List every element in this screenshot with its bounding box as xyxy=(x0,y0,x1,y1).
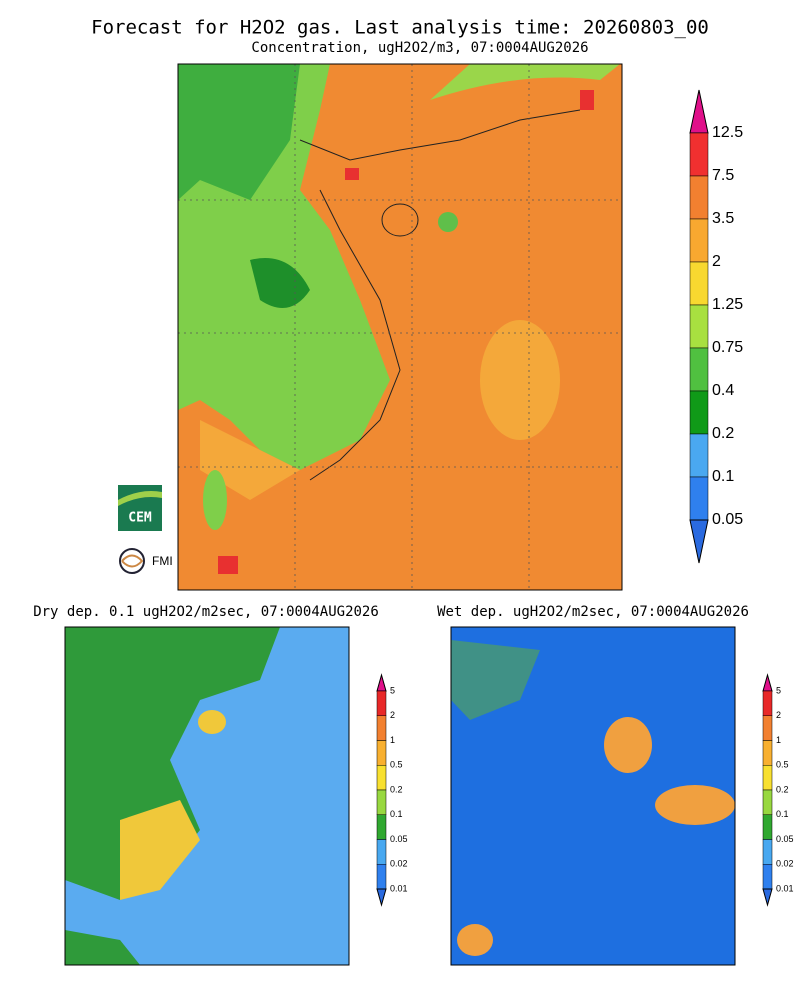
subtitle: Concentration, ugH2O2/m3, 07:0004AUG2026 xyxy=(251,40,588,56)
colorbar-segment xyxy=(689,261,709,306)
colorbar-segment xyxy=(376,839,387,865)
colorbar-label: 0.1 xyxy=(390,809,403,819)
colorbar-tip xyxy=(689,89,709,134)
colorbar-label: 0.01 xyxy=(390,883,408,893)
wet-map xyxy=(450,626,736,966)
colorbar-label: 5 xyxy=(776,685,781,695)
colorbar-segment xyxy=(689,218,709,263)
colorbar-label: 0.1 xyxy=(712,468,734,485)
colorbar-label: 0.1 xyxy=(776,809,789,819)
colorbar-segment xyxy=(689,390,709,435)
colorbar-segment xyxy=(762,789,773,815)
colorbar-segment xyxy=(376,690,387,716)
colorbar-label: 0.2 xyxy=(776,784,789,794)
colorbar-label: 0.05 xyxy=(390,834,408,844)
colorbar-segment xyxy=(762,765,773,791)
colorbar-tip xyxy=(376,673,387,692)
colorbar-segment xyxy=(762,814,773,840)
dry-title: Dry dep. 0.1 ugH2O2/m2sec, 07:0004AUG202… xyxy=(33,604,379,620)
colorbar-segment xyxy=(762,864,773,890)
colorbar-label: 0.4 xyxy=(712,382,734,399)
cem-logo: CEM xyxy=(118,485,162,531)
colorbar-label: 1 xyxy=(776,735,781,745)
colorbar-segment xyxy=(762,715,773,741)
colorbar-segment xyxy=(689,433,709,478)
colorbar-segment xyxy=(376,864,387,890)
colorbar-segment xyxy=(762,740,773,766)
colorbar-tip xyxy=(376,888,387,907)
colorbar-label: 2 xyxy=(390,710,395,720)
colorbar-label: 0.01 xyxy=(776,883,794,893)
colorbar-tip xyxy=(762,888,773,907)
colorbar-label: 5 xyxy=(390,685,395,695)
colorbar-segment xyxy=(376,789,387,815)
colorbar-label: 3.5 xyxy=(712,210,734,227)
colorbar-label: 0.02 xyxy=(776,859,794,869)
colorbar-label: 0.02 xyxy=(390,859,408,869)
colorbar-label: 1.25 xyxy=(712,296,743,313)
fmi-logo: FMI xyxy=(119,548,173,574)
colorbar-label: 0.5 xyxy=(390,760,403,770)
colorbar-label: 7.5 xyxy=(712,167,734,184)
main-map xyxy=(177,63,623,591)
title: Forecast for H2O2 gas. Last analysis tim… xyxy=(91,17,709,39)
colorbar-segment xyxy=(689,304,709,349)
colorbar-segment xyxy=(762,839,773,865)
colorbar-tip xyxy=(689,519,709,564)
colorbar-segment xyxy=(689,175,709,220)
colorbar-segment xyxy=(689,132,709,177)
cem-text: CEM xyxy=(128,511,152,526)
colorbar-segment xyxy=(689,347,709,392)
colorbar-segment xyxy=(689,476,709,521)
colorbar-label: 12.5 xyxy=(712,124,743,141)
colorbar-label: 0.05 xyxy=(776,834,794,844)
colorbar-tip xyxy=(762,673,773,692)
colorbar-segment xyxy=(376,715,387,741)
fmi-text: FMI xyxy=(152,554,173,568)
colorbar-label: 2 xyxy=(776,710,781,720)
colorbar-segment xyxy=(376,814,387,840)
dry-map xyxy=(64,626,350,966)
colorbar-label: 2 xyxy=(712,253,721,270)
colorbar-segment xyxy=(762,690,773,716)
wet-title: Wet dep. ugH2O2/m2sec, 07:0004AUG2026 xyxy=(437,604,749,620)
colorbar-label: 0.5 xyxy=(776,760,789,770)
colorbar-label: 0.2 xyxy=(712,425,734,442)
colorbar-label: 1 xyxy=(390,735,395,745)
colorbar-label: 0.05 xyxy=(712,511,743,528)
colorbar-segment xyxy=(376,765,387,791)
colorbar-label: 0.2 xyxy=(390,784,403,794)
colorbar-label: 0.75 xyxy=(712,339,743,356)
colorbar-segment xyxy=(376,740,387,766)
